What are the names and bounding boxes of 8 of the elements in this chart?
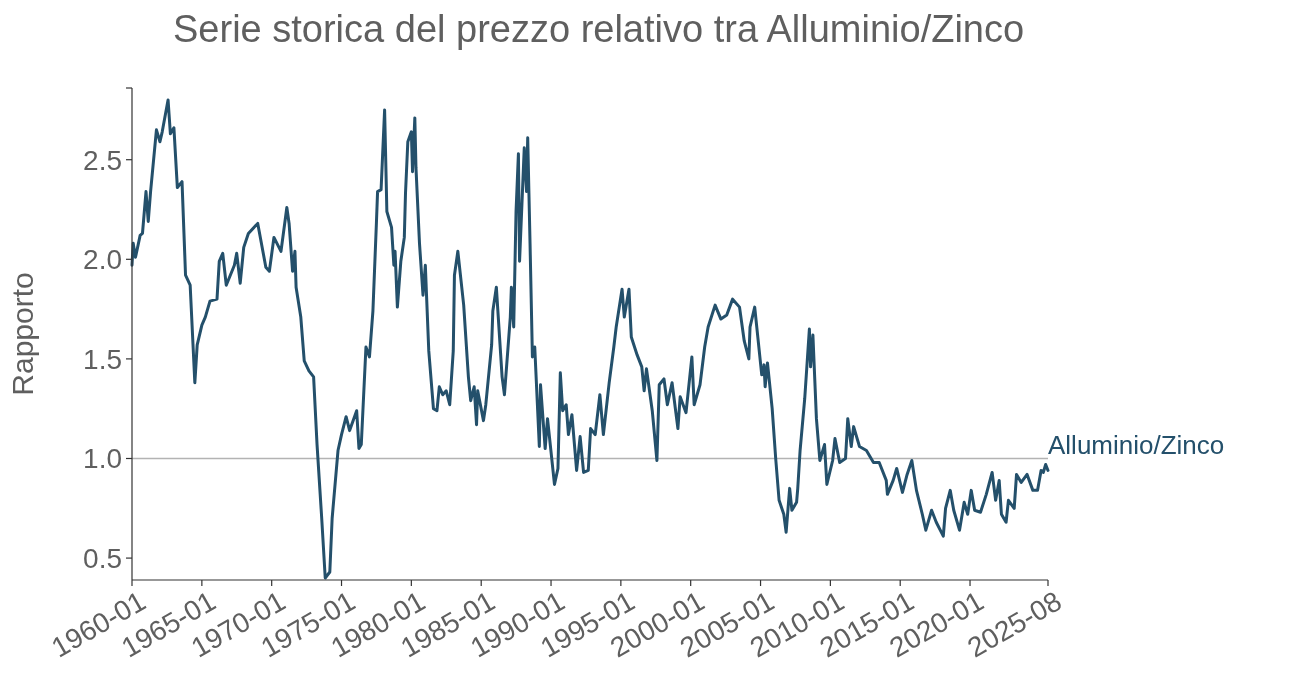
y-tick-label: 2.0 — [83, 244, 122, 276]
series-label: Alluminio/Zinco — [1048, 430, 1225, 461]
chart-title: Serie storica del prezzo relativo tra Alluminio/Zinco — [173, 8, 1025, 50]
y-tick-label: 0.5 — [83, 542, 122, 574]
y-tick-label: 1.5 — [83, 343, 122, 375]
y-axis-title: Rapporto — [6, 272, 39, 396]
y-tick-label: 2.5 — [83, 144, 122, 176]
y-tick-label: 1.0 — [83, 443, 122, 475]
